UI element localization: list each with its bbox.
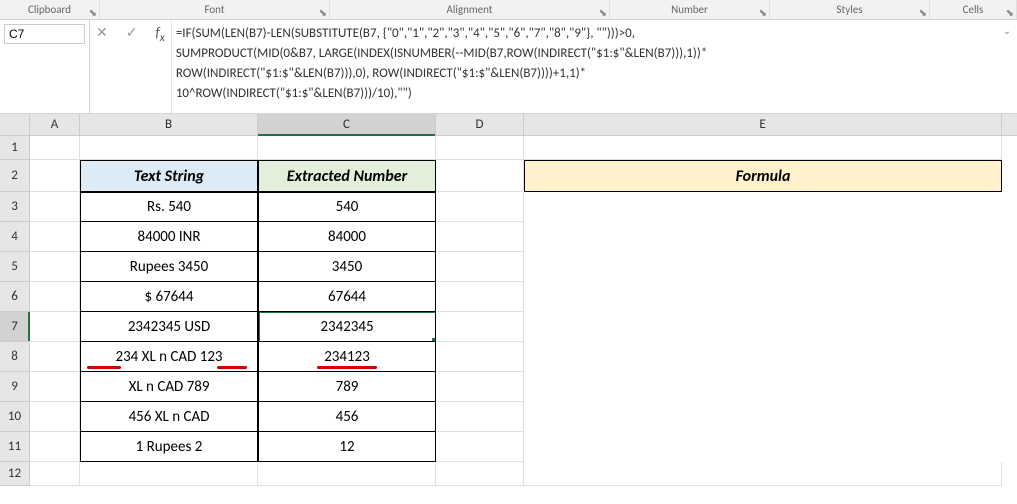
cell-C11[interactable]: 12	[258, 432, 436, 462]
cell-C6[interactable]: 67644	[258, 282, 436, 312]
name-box-container	[0, 20, 90, 113]
row-header-4[interactable]: 4	[0, 222, 30, 252]
cell-D5[interactable]	[436, 252, 524, 282]
cell-B9[interactable]: XL n CAD 789	[80, 372, 258, 402]
row-header-12[interactable]: 12	[0, 462, 30, 486]
cell-C8[interactable]: 234123	[258, 342, 436, 372]
column-header-C[interactable]: C	[258, 114, 436, 135]
cell-C7[interactable]: 2342345	[258, 312, 436, 342]
cell-B1[interactable]	[80, 136, 258, 160]
cancel-icon[interactable]: ✕	[92, 24, 112, 42]
column-header-E[interactable]: E	[524, 114, 1002, 135]
cell-E2[interactable]: Formula	[524, 160, 1002, 192]
cell-A5[interactable]	[30, 252, 80, 282]
cell-B11[interactable]: 1 Rupees 2	[80, 432, 258, 462]
cell-C2[interactable]: Extracted Number	[258, 160, 436, 192]
column-headers: ABCDE	[30, 114, 1017, 136]
cell-A10[interactable]	[30, 402, 80, 432]
cell-D8[interactable]	[436, 342, 524, 372]
ribbon-group-styles: Styles⬊	[770, 0, 930, 19]
name-box[interactable]	[4, 24, 85, 44]
row-header-8[interactable]: 8	[0, 342, 30, 372]
cell-B6[interactable]: $ 67644	[80, 282, 258, 312]
annotation-underline	[317, 366, 377, 369]
cell-B4[interactable]: 84000 INR	[80, 222, 258, 252]
cell-A1[interactable]	[30, 136, 80, 160]
column-header-B[interactable]: B	[80, 114, 258, 135]
cell-B10[interactable]: 456 XL n CAD	[80, 402, 258, 432]
row-header-5[interactable]: 5	[0, 252, 30, 282]
column-header-A[interactable]: A	[30, 114, 80, 135]
cell-A8[interactable]	[30, 342, 80, 372]
spreadsheet-grid: ABCDE 12 Text StringExtracted Number Formu…	[0, 114, 1017, 486]
cell-B3[interactable]: Rs. 540	[80, 192, 258, 222]
cell-C10[interactable]: 456	[258, 402, 436, 432]
annotation-underline	[217, 366, 247, 369]
cell-D1[interactable]	[436, 136, 524, 160]
cell-A7[interactable]	[30, 312, 80, 342]
ribbon-group-clipboard: Clipboard⬊	[0, 0, 100, 19]
cell-B2[interactable]: Text String	[80, 160, 258, 192]
cell-A4[interactable]	[30, 222, 80, 252]
select-all-triangle[interactable]	[0, 114, 30, 136]
cell-C9[interactable]: 789	[258, 372, 436, 402]
ribbon-group-cells: Cells⬊	[930, 0, 1017, 19]
cell-C12[interactable]	[258, 462, 436, 486]
row-header-9[interactable]: 9	[0, 372, 30, 402]
cell-D6[interactable]	[436, 282, 524, 312]
cell-A11[interactable]	[30, 432, 80, 462]
cell-A12[interactable]	[30, 462, 80, 486]
cell-D9[interactable]	[436, 372, 524, 402]
cell-D11[interactable]	[436, 432, 524, 462]
row-header-1[interactable]: 1	[0, 136, 30, 160]
ribbon-group-labels: Clipboard⬊Font⬊Alignment⬊Number⬊Styles⬊C…	[0, 0, 1017, 20]
dialog-launcher-icon[interactable]: ⬊	[919, 6, 927, 19]
cell-A9[interactable]	[30, 372, 80, 402]
fx-icon[interactable]: fx	[151, 24, 168, 47]
row-header-6[interactable]: 6	[0, 282, 30, 312]
cell-B12[interactable]	[80, 462, 258, 486]
cell-D4[interactable]	[436, 222, 524, 252]
row-header-10[interactable]: 10	[0, 402, 30, 432]
cell-A3[interactable]	[30, 192, 80, 222]
cell-A2[interactable]	[30, 160, 80, 192]
dialog-launcher-icon[interactable]: ⬊	[319, 6, 327, 19]
cell-B7[interactable]: 2342345 USD	[80, 312, 258, 342]
annotation-underline	[87, 366, 121, 369]
formula-bar-buttons: ✕ ✓ fx	[90, 20, 172, 113]
cell-D12[interactable]	[436, 462, 524, 486]
formula-bar: ✕ ✓ fx =IF(SUM(LEN(B7)-LEN(SUBSTITUTE(B7…	[0, 20, 1017, 114]
cell-D7[interactable]	[436, 312, 524, 342]
row-header-11[interactable]: 11	[0, 432, 30, 462]
row-header-7[interactable]: 7	[0, 312, 30, 342]
cell-D2[interactable]	[436, 160, 524, 192]
dialog-launcher-icon[interactable]: ⬊	[89, 6, 97, 19]
dialog-launcher-icon[interactable]: ⬊	[599, 6, 607, 19]
enter-icon[interactable]: ✓	[122, 24, 142, 42]
expand-formula-bar-icon[interactable]: ⌄	[997, 20, 1017, 113]
formula-bar-input[interactable]: =IF(SUM(LEN(B7)-LEN(SUBSTITUTE(B7, {"0",…	[172, 20, 997, 113]
ribbon-group-font: Font⬊	[100, 0, 330, 19]
ribbon-group-number: Number⬊	[610, 0, 770, 19]
row-header-2[interactable]: 2	[0, 160, 30, 192]
dialog-launcher-icon[interactable]: ⬊	[759, 6, 767, 19]
row-header-3[interactable]: 3	[0, 192, 30, 222]
cell-A6[interactable]	[30, 282, 80, 312]
cell-C5[interactable]: 3450	[258, 252, 436, 282]
dialog-launcher-icon[interactable]: ⬊	[1006, 6, 1014, 19]
cell-D10[interactable]	[436, 402, 524, 432]
cell-E1[interactable]	[524, 136, 1002, 160]
cell-D3[interactable]	[436, 192, 524, 222]
cell-B5[interactable]: Rupees 3450	[80, 252, 258, 282]
cell-C4[interactable]: 84000	[258, 222, 436, 252]
column-header-D[interactable]: D	[436, 114, 524, 135]
ribbon-group-alignment: Alignment⬊	[330, 0, 610, 19]
cell-C3[interactable]: 540	[258, 192, 436, 222]
cell-E12[interactable]	[524, 462, 1002, 486]
cell-C1[interactable]	[258, 136, 436, 160]
cell-B8[interactable]: 234 XL n CAD 123	[80, 342, 258, 372]
